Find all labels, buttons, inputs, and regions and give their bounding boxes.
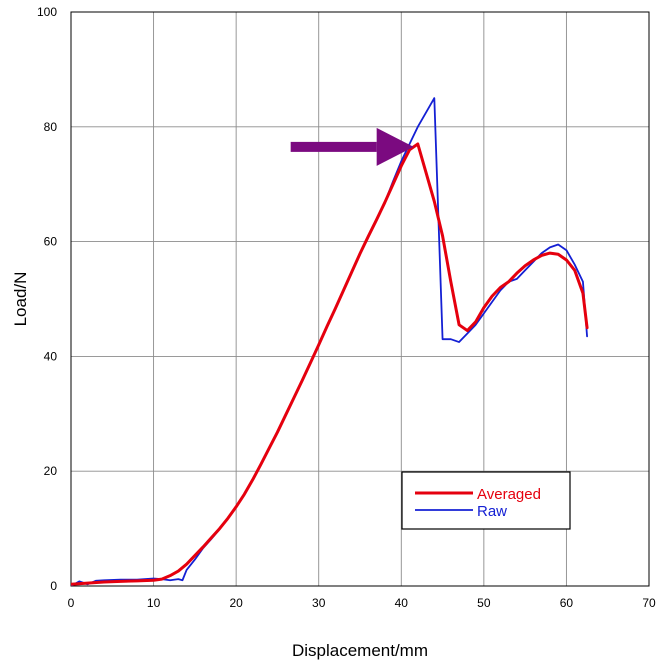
arrow-shaft: [290, 141, 377, 152]
x-tick-label: 30: [312, 596, 326, 610]
x-tick-label: 70: [642, 596, 656, 610]
x-tick-label: 40: [395, 596, 409, 610]
x-axis-title: Displacement/mm: [292, 641, 428, 660]
y-tick-label: 100: [37, 5, 57, 19]
x-tick-label: 0: [68, 596, 75, 610]
y-tick-label: 60: [44, 235, 58, 249]
y-axis-ticks: 0 20 40 60 80 100: [37, 5, 57, 593]
series-line-averaged: [71, 142, 589, 586]
series-group: [71, 97, 589, 586]
legend-box: [401, 471, 571, 530]
legend: Averaged Raw: [401, 471, 571, 530]
y-tick-label: 20: [44, 464, 58, 478]
x-tick-label: 20: [229, 596, 243, 610]
annotation: [290, 127, 414, 166]
x-tick-label: 60: [560, 596, 574, 610]
arrow-head: [376, 127, 414, 166]
y-tick-label: 40: [44, 349, 58, 363]
x-axis-ticks: 0 10 20 30 40 50 60 70: [68, 596, 656, 610]
legend-label-raw: Raw: [477, 503, 507, 520]
x-tick-label: 50: [477, 596, 491, 610]
legend-label-averaged: Averaged: [477, 486, 541, 503]
plot-frame: [70, 11, 650, 587]
y-axis-title: Load/N: [11, 272, 30, 327]
y-tick-label: 0: [50, 579, 57, 593]
y-tick-label: 80: [44, 120, 58, 134]
x-tick-label: 10: [147, 596, 161, 610]
